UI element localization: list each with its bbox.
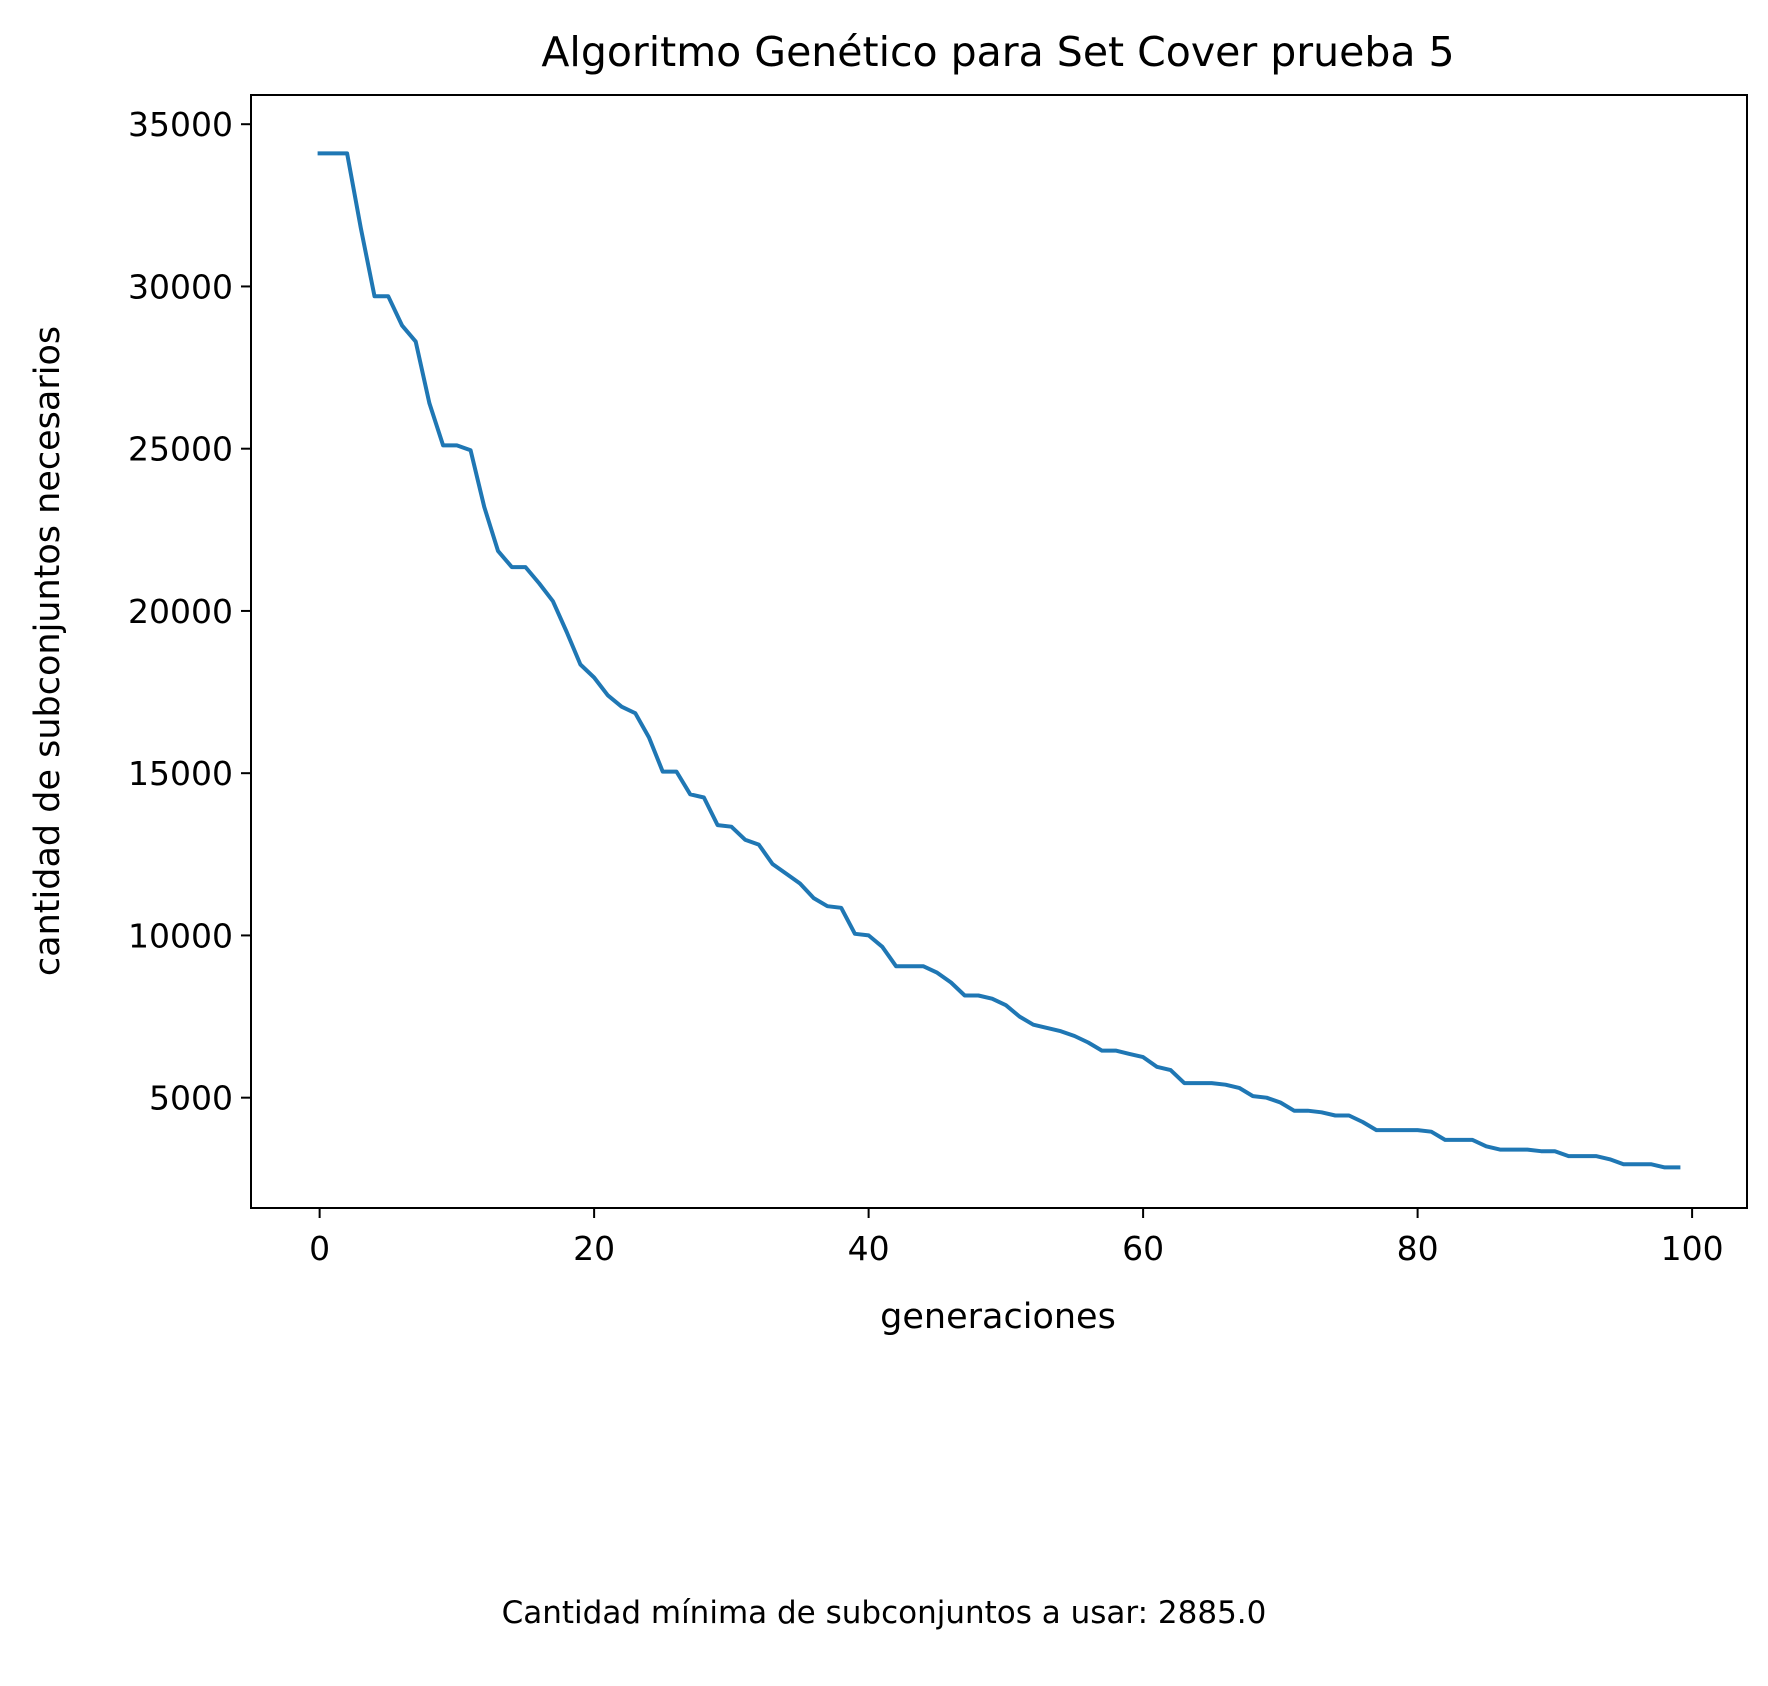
chart-title: Algoritmo Genético para Set Cover prueba… — [541, 28, 1454, 76]
x-tick-label: 40 — [848, 1229, 890, 1268]
x-axis-label: generaciones — [880, 1297, 1116, 1337]
y-tick-label: 35000 — [128, 105, 233, 144]
min-subsets-note: Cantidad mínima de subconjuntos a usar: … — [501, 1595, 1267, 1631]
y-tick-label: 25000 — [128, 430, 233, 469]
y-axis-label: cantidad de subconjuntos necesarios — [28, 326, 68, 976]
y-tick-label: 20000 — [128, 592, 233, 631]
x-tick-label: 20 — [573, 1229, 615, 1268]
plot-area — [250, 94, 1748, 1209]
series-line — [317, 151, 1681, 1170]
x-tick-label: 0 — [309, 1229, 330, 1268]
x-axis: 0 20 40 60 80 100 — [309, 1208, 1724, 1268]
y-tick-label: 10000 — [128, 916, 233, 955]
y-axis: 5000 10000 15000 20000 25000 30000 35000 — [128, 105, 251, 1118]
x-tick-label: 80 — [1397, 1229, 1439, 1268]
y-tick-label: 5000 — [149, 1079, 233, 1118]
y-tick-label: 30000 — [128, 267, 233, 306]
y-tick-label: 15000 — [128, 754, 233, 793]
x-tick-label: 60 — [1122, 1229, 1164, 1268]
x-tick-label: 100 — [1661, 1229, 1724, 1268]
